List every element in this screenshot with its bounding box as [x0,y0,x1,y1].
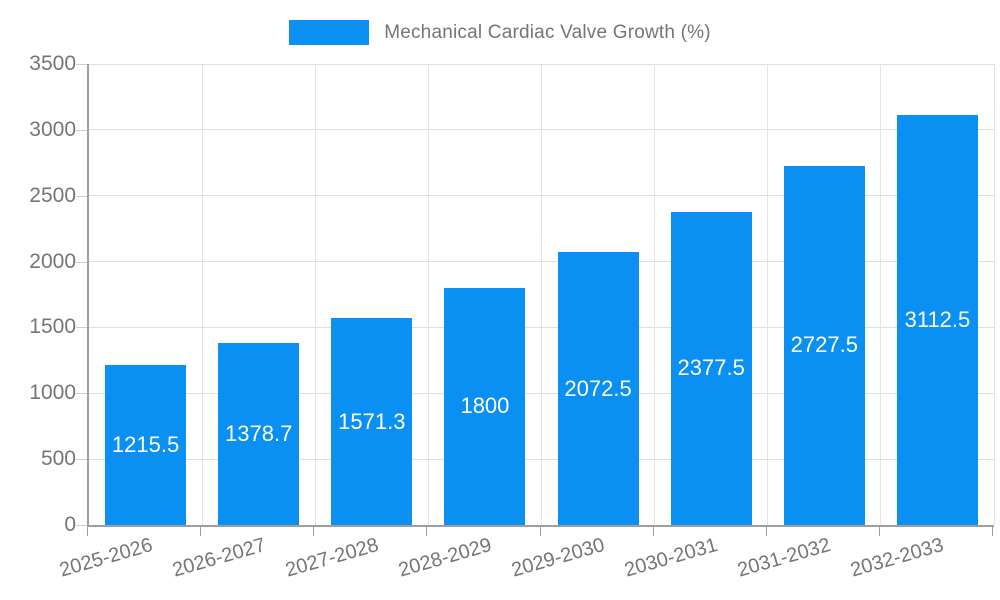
bar [783,165,865,525]
legend: Mechanical Cardiac Valve Growth (%) [0,20,1000,45]
x-tick [878,527,880,536]
bar-value-label: 2727.5 [790,332,858,358]
x-tick [539,527,541,536]
y-tick-label: 3000 [29,117,76,141]
x-gridline [654,64,656,525]
y-tick-label: 500 [40,447,76,471]
x-gridline [767,64,769,525]
bar [331,318,413,525]
y-tick [76,129,87,131]
bar-value-label: 1378.7 [225,421,293,447]
x-tick [992,527,993,536]
y-tick-label: 0 [64,513,76,536]
bar-value-label: 2072.5 [564,375,632,401]
y-tick-label: 2500 [29,183,76,207]
plot-area: 1215.5 1378.7 1571.3 1800 2072.5 2377.5 2727.5… [87,63,995,527]
y-tick-label: 2000 [29,249,76,273]
x-tick [313,527,315,536]
y-tick-label: 1000 [29,381,76,405]
x-gridline [880,64,882,525]
bar [896,115,978,525]
bar-value-label: 1215.5 [111,431,180,457]
x-tick [200,527,202,536]
bar-value-label: 2377.5 [677,355,745,381]
x-tick [426,527,428,536]
x-gridline [541,64,542,525]
bar-value-label: 1571.3 [338,408,406,434]
y-tick [76,525,87,526]
bar [218,343,300,525]
x-gridline [427,64,429,525]
bar [105,364,187,525]
bar [670,211,752,525]
y-tick [76,261,87,263]
y-tick-label: 3500 [29,52,76,75]
y-tick-label: 1500 [29,315,76,339]
y-tick [76,327,87,329]
legend-swatch [289,20,370,45]
bar [444,287,526,525]
y-tick [76,64,87,65]
x-tick [87,527,88,536]
x-gridline [993,64,995,525]
y-tick [76,393,87,395]
bar-value-label: 1800 [460,393,510,419]
bar [557,252,639,525]
x-gridline [201,64,203,525]
y-tick [76,195,87,197]
x-tick [765,527,767,536]
y-tick [76,459,87,461]
x-tick [652,527,654,536]
bar-value-label: 3112.5 [904,307,971,333]
x-gridline [314,64,316,525]
legend-label: Mechanical Cardiac Valve Growth (%) [384,21,711,43]
